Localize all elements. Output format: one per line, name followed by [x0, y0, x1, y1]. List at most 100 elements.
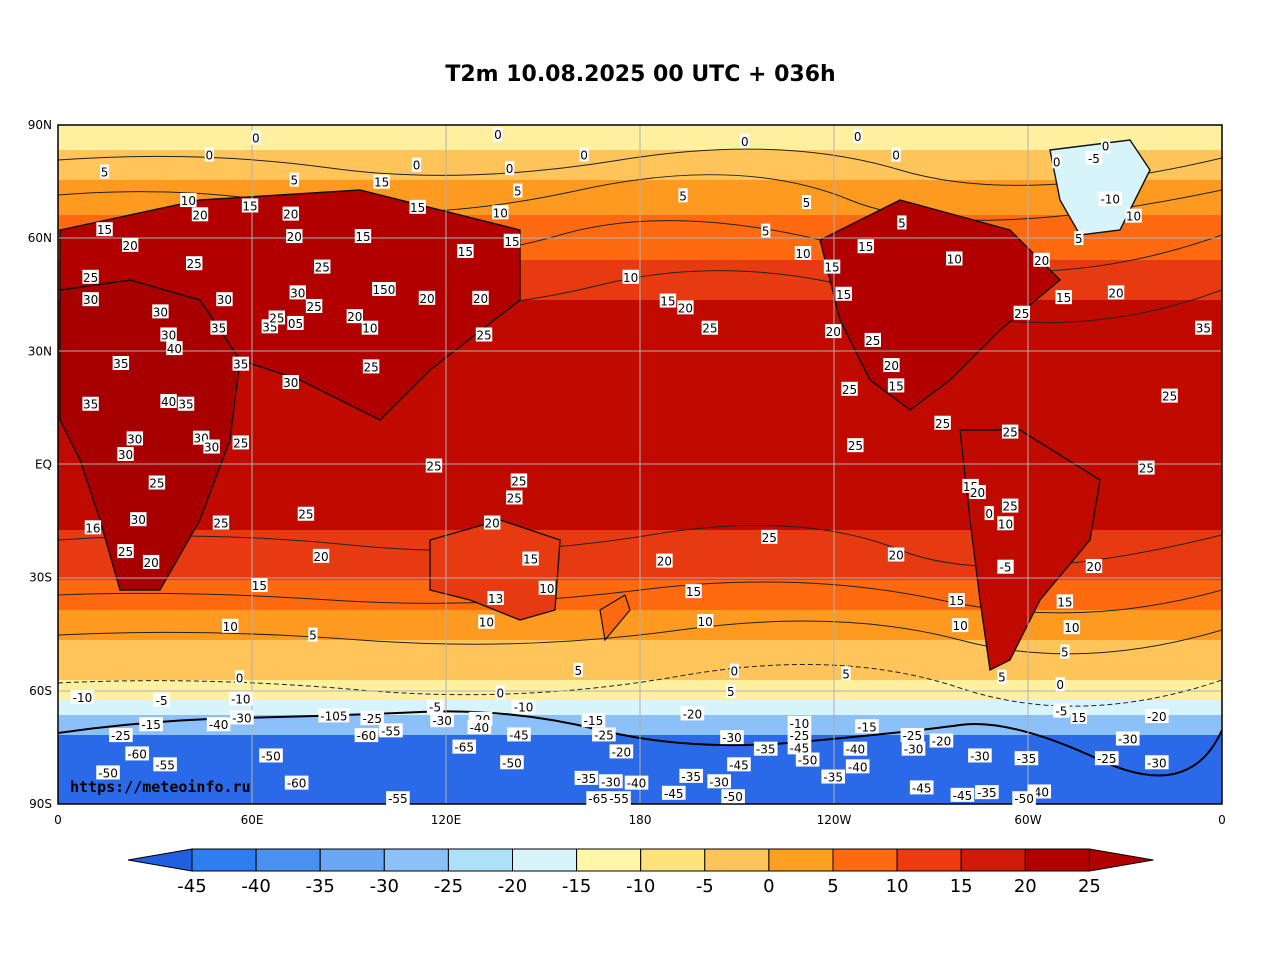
contour-label: -30 — [901, 741, 926, 757]
lon-tick-label: 60W — [1014, 813, 1041, 827]
svg-text:5: 5 — [898, 216, 906, 230]
svg-text:-10: -10 — [1100, 193, 1120, 207]
contour-label: 0 — [411, 157, 422, 173]
contour-label: -20 — [1145, 709, 1169, 724]
contour-label: -15 — [139, 717, 163, 732]
svg-text:-65: -65 — [588, 792, 608, 806]
svg-text:15: 15 — [836, 288, 851, 302]
contour-label: 25 — [232, 435, 249, 450]
svg-text:25: 25 — [507, 491, 522, 505]
greenland-landmass — [1049, 139, 1151, 236]
svg-text:20: 20 — [485, 517, 500, 531]
lat-tick-label: 90S — [29, 797, 52, 811]
contour-label: 15 — [241, 198, 259, 213]
svg-text:0: 0 — [1056, 678, 1064, 692]
contour-label: -25 — [787, 728, 812, 743]
contour-label: 20 — [969, 485, 986, 500]
contour-label: 30 — [126, 431, 144, 446]
contour-label: 30 — [130, 512, 147, 527]
contour-label: 5 — [841, 666, 851, 681]
contour-label: 15 — [373, 174, 390, 190]
contour-label: 5 — [997, 669, 1007, 685]
svg-text:10: 10 — [1064, 621, 1079, 635]
svg-text:20: 20 — [678, 301, 693, 315]
contour-label: 0 — [234, 670, 245, 685]
contour-label: -10 — [511, 699, 536, 715]
svg-text:10: 10 — [947, 252, 962, 266]
contour-label: 40 — [160, 394, 177, 409]
svg-text:-40: -40 — [209, 718, 229, 732]
svg-text:-40: -40 — [627, 777, 647, 791]
contour-label: 0 — [579, 147, 589, 163]
contour-label: -30 — [968, 748, 992, 763]
colorbar-swatch — [704, 848, 770, 872]
contour-label: -5 — [997, 559, 1014, 575]
contour-label: -10 — [1098, 191, 1123, 207]
svg-text:30: 30 — [290, 286, 305, 300]
svg-text:5: 5 — [727, 685, 735, 699]
svg-text:15: 15 — [1056, 291, 1071, 305]
svg-text:15: 15 — [252, 579, 267, 593]
contour-label: 15 — [354, 229, 372, 244]
contour-label: 35 — [112, 356, 130, 371]
lat-tick-label: 30S — [29, 571, 52, 585]
lat-tick-label: 90N — [28, 118, 52, 132]
contour-label: -45 — [727, 757, 751, 772]
svg-text:-30: -30 — [1147, 756, 1167, 770]
contour-label: 25 — [362, 359, 380, 374]
contour-label: -30 — [1115, 731, 1140, 746]
svg-text:5: 5 — [803, 196, 811, 210]
contour-label: -30 — [1145, 755, 1169, 770]
contour-label: 25 — [268, 310, 286, 326]
svg-text:0: 0 — [1053, 155, 1061, 169]
colorbar-swatch — [191, 848, 257, 872]
svg-text:0: 0 — [205, 149, 213, 163]
svg-text:25: 25 — [762, 531, 777, 545]
svg-text:-30: -30 — [709, 775, 729, 789]
contour-label: 5 — [726, 683, 736, 699]
svg-text:20: 20 — [313, 550, 328, 564]
svg-text:-30: -30 — [432, 714, 452, 728]
contour-label: 0 — [505, 161, 515, 176]
svg-text:-35: -35 — [977, 786, 997, 800]
svg-text:-30: -30 — [601, 775, 621, 789]
contour-label: 0 — [251, 130, 261, 146]
contour-label: -25 — [1094, 751, 1119, 766]
svg-text:-45: -45 — [729, 758, 749, 772]
svg-text:05: 05 — [288, 317, 303, 331]
svg-text:-60: -60 — [287, 777, 307, 791]
contour-label: -35 — [821, 769, 846, 785]
contour-label: 15 — [835, 286, 852, 302]
contour-label: 20 — [286, 229, 303, 244]
contour-label: 15 — [857, 239, 875, 254]
contour-label: 5 — [573, 662, 583, 678]
contour-label: 0 — [1101, 138, 1111, 154]
contour-label: 25 — [185, 256, 203, 271]
svg-text:-25: -25 — [790, 729, 810, 743]
svg-text:20: 20 — [473, 292, 488, 306]
svg-text:-30: -30 — [722, 731, 742, 745]
contour-label: 0 — [729, 663, 739, 679]
svg-text:-5: -5 — [1000, 561, 1012, 575]
contour-label: 20 — [191, 207, 209, 222]
colorbar-swatch — [255, 848, 321, 872]
contour-label: 30 — [82, 292, 99, 307]
contour-label: -45 — [950, 787, 975, 803]
contour-label: -55 — [607, 791, 631, 806]
contour-label: 5 — [308, 627, 318, 643]
north-america-landmass — [819, 199, 1062, 411]
svg-text:15: 15 — [97, 223, 112, 237]
svg-text:5: 5 — [1061, 646, 1069, 660]
contour-label: -35 — [753, 741, 778, 757]
south-america-landmass — [959, 429, 1101, 672]
contour-label: 25 — [847, 438, 864, 453]
svg-text:0: 0 — [252, 132, 260, 146]
colorbar-level-label: -15 — [562, 876, 591, 897]
contour-label: -50 — [1012, 791, 1036, 806]
svg-text:20: 20 — [888, 548, 903, 562]
contour-label: 25 — [841, 381, 858, 397]
contour-label: 35 — [210, 320, 227, 336]
contour-label: -55 — [379, 723, 403, 738]
contour-label: 25 — [475, 327, 493, 342]
svg-text:-105: -105 — [320, 709, 347, 723]
